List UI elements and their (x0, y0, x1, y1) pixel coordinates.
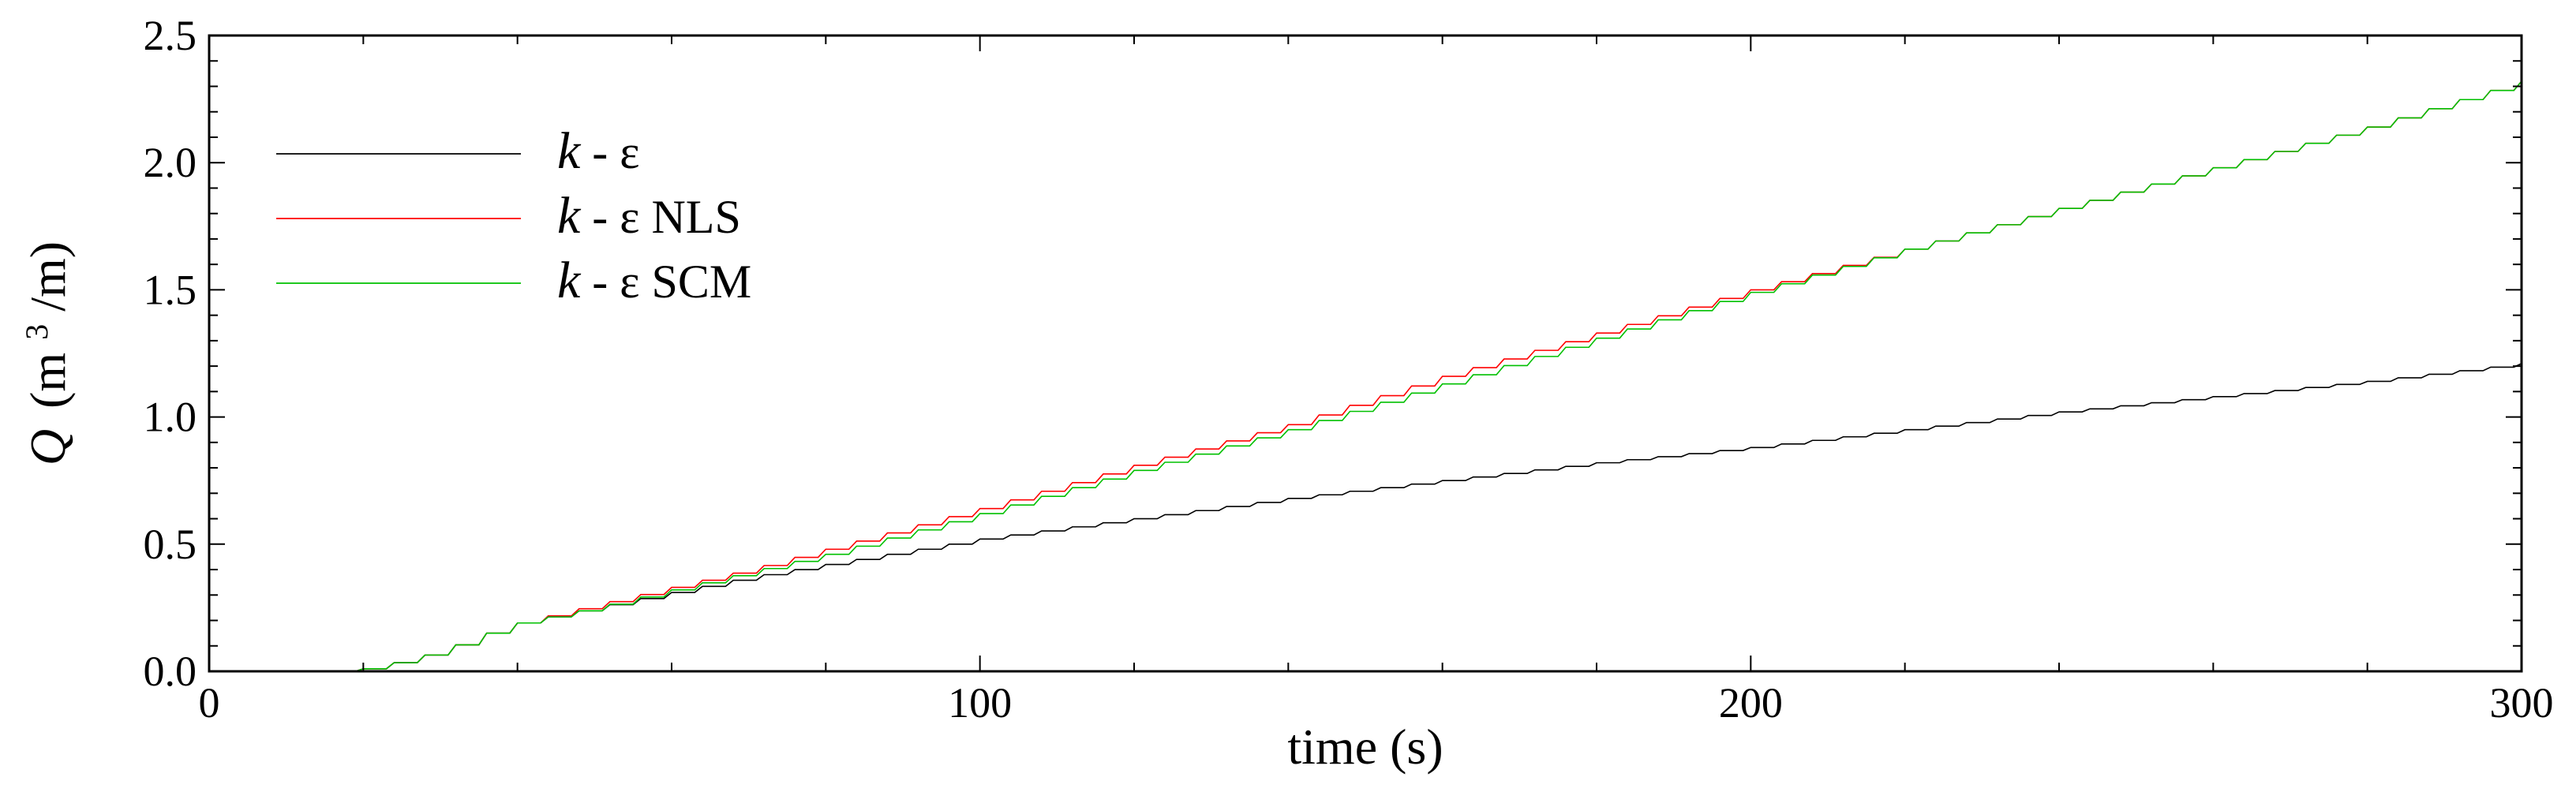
y-axis-unit-open: (m (20, 353, 76, 409)
legend-label-0: k - ε (557, 122, 639, 180)
y-tick-label: 1.0 (144, 394, 197, 441)
legend-label-rest: - ε SCM (580, 256, 751, 308)
legend-label-symbol: k (557, 122, 582, 180)
legend-label-rest: - ε (580, 126, 639, 178)
y-axis-symbol: Q (20, 429, 76, 465)
x-axis-title: time (s) (1287, 719, 1443, 775)
x-tick-label: 200 (1719, 679, 1783, 727)
x-tick-label: 300 (2490, 679, 2554, 727)
x-tick-label: 0 (199, 679, 220, 727)
y-axis-unit-close: /m) (20, 241, 76, 312)
plot-frame (208, 34, 2523, 673)
series-layer (209, 80, 2522, 672)
x-tick-label: 100 (948, 679, 1012, 727)
y-tick-label: 2.5 (144, 12, 197, 59)
series-line-1 (209, 80, 2522, 672)
legend-label-symbol: k (557, 252, 582, 309)
ticks-layer (208, 35, 2522, 672)
y-tick-label: 2.0 (144, 139, 197, 186)
legend-label-2: k - ε SCM (557, 252, 751, 309)
y-axis-unit-sup: 3 (19, 324, 54, 340)
series-line-0 (209, 363, 2522, 672)
legend-label-rest: - ε NLS (580, 191, 741, 243)
series-line-2 (209, 80, 2522, 672)
tick-labels-layer: 0 100 200 300 0.0 0.5 1.0 1.5 2.0 2.5 (144, 12, 2554, 727)
y-tick-label: 1.5 (144, 266, 197, 313)
y-tick-label: 0.0 (144, 648, 197, 695)
y-axis-title: Q (m 3 /m) (2, 241, 76, 465)
y-tick-label: 0.5 (144, 521, 197, 568)
legend-label-1: k - ε NLS (557, 187, 741, 245)
legend-label-symbol: k (557, 187, 582, 245)
